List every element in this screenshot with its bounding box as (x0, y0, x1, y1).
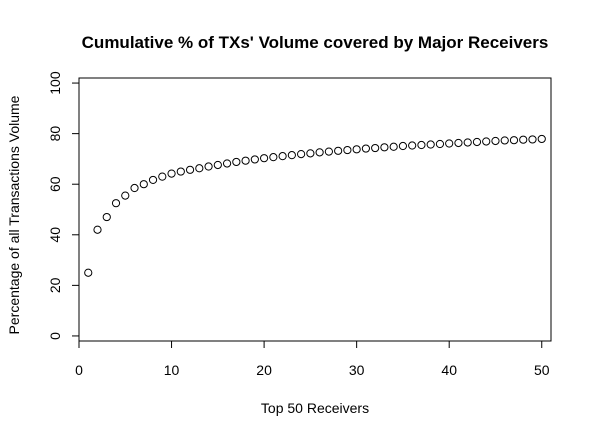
data-point-20 (259, 154, 269, 163)
data-point-9 (158, 172, 167, 181)
data-point-21 (269, 153, 278, 162)
data-point-48 (519, 135, 528, 144)
data-point-41 (454, 138, 463, 148)
data-point-1 (84, 268, 93, 277)
data-point-24 (297, 150, 306, 159)
data-point-8 (148, 175, 158, 185)
x-axis-label: Top 50 Receivers (261, 400, 369, 416)
data-point-26 (315, 148, 324, 157)
data-point-30 (352, 145, 361, 154)
data-point-5 (121, 191, 130, 200)
data-point-3 (102, 212, 111, 222)
data-point-49 (528, 135, 537, 144)
data-point-7 (139, 180, 148, 189)
data-point-25 (306, 149, 315, 158)
data-point-4 (111, 199, 121, 208)
data-point-35 (398, 141, 408, 151)
data-point-44 (482, 137, 491, 146)
data-point-13 (195, 164, 204, 173)
plot-frame (78, 77, 552, 342)
data-point-22 (278, 152, 287, 161)
data-point-45 (491, 136, 500, 146)
x-tick-label-0: 0 (75, 362, 83, 378)
data-point-17 (232, 157, 241, 167)
data-point-6 (130, 183, 139, 193)
x-tick-label-50: 50 (534, 362, 550, 378)
data-point-18 (241, 156, 250, 165)
data-point-40 (445, 139, 454, 148)
data-point-2 (93, 225, 102, 234)
data-point-23 (287, 151, 296, 160)
data-point-36 (408, 141, 417, 150)
data-point-10 (167, 169, 176, 178)
data-points (84, 134, 546, 277)
x-tick-label-30: 30 (349, 362, 365, 378)
data-point-27 (324, 147, 333, 156)
data-point-42 (463, 138, 472, 147)
data-point-43 (472, 137, 482, 147)
y-tick-label-40: 40 (47, 227, 63, 243)
data-point-12 (185, 165, 195, 174)
data-point-19 (250, 155, 259, 164)
y-tick-label-100: 100 (47, 71, 63, 95)
y-tick-label-60: 60 (47, 176, 63, 192)
data-point-47 (509, 136, 519, 145)
data-point-37 (417, 140, 426, 150)
data-point-11 (176, 167, 185, 176)
data-point-28 (334, 146, 343, 155)
x-tick-label-20: 20 (256, 362, 272, 378)
x-tick-label-10: 10 (164, 362, 180, 378)
data-point-14 (204, 162, 213, 171)
data-point-34 (389, 142, 398, 151)
y-tick-label-20: 20 (47, 277, 63, 293)
data-point-50 (537, 134, 546, 144)
data-point-29 (343, 145, 352, 155)
data-point-38 (426, 140, 435, 149)
data-point-32 (371, 143, 380, 153)
data-point-15 (213, 160, 222, 170)
plot-area (78, 77, 552, 342)
data-point-33 (380, 143, 389, 152)
data-point-16 (222, 159, 232, 168)
x-tick-label-40: 40 (441, 362, 457, 378)
data-point-39 (435, 139, 445, 149)
y-axis-label: Percentage of all Transactions Volume (6, 95, 22, 334)
y-tick-label-0: 0 (47, 332, 63, 340)
chart-title: Cumulative % of TXs' Volume covered by M… (82, 33, 549, 52)
data-point-31 (361, 144, 371, 153)
x-axis: 0 10 20 30 40 50 (75, 340, 550, 378)
data-point-46 (500, 136, 509, 145)
y-axis: 0 20 40 60 80 100 (47, 71, 80, 340)
y-tick-label-80: 80 (47, 126, 63, 142)
